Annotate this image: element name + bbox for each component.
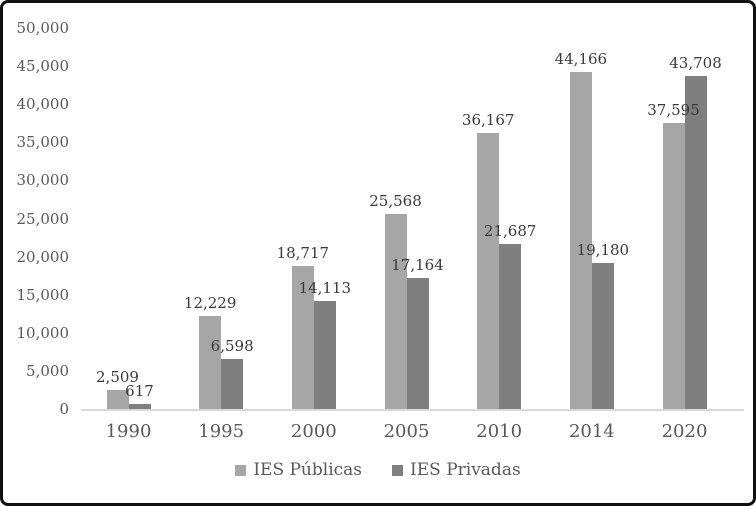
bar-ies-privadas-2000	[313, 301, 336, 409]
bar-chart-plot-area: 0 5,000 10,000 15,000 20,000 25,000 30,000 35,0…	[3, 3, 753, 503]
y-axis-tick-25000: 25,000	[16, 209, 70, 228]
y-axis-tick-15000: 15,000	[16, 285, 70, 304]
bar-label-ies-privadas-2005: 17,164	[391, 256, 444, 275]
x-axis-tick-2014: 2014	[568, 421, 615, 442]
bar-label-ies-p-blicas-2020: 37,595	[647, 100, 700, 119]
x-axis-tick-2020: 2020	[661, 421, 708, 442]
x-axis-tick-2005: 2005	[383, 421, 430, 442]
bar-ies-p-blicas-1990	[106, 389, 129, 409]
y-axis-tick-45000: 45,000	[16, 57, 70, 76]
bar-ies-p-blicas-2010	[477, 133, 500, 409]
legend-label-ies-publicas: IES Públicas	[253, 460, 363, 480]
bar-label-ies-p-blicas-1995: 12,229	[183, 293, 237, 312]
chart-legend: IES Públicas IES Privadas	[3, 460, 753, 480]
y-axis-tick-35000: 35,000	[16, 133, 70, 152]
y-axis-tick-50000: 50,000	[16, 19, 70, 37]
bar-label-ies-p-blicas-1990: 2,509	[96, 367, 139, 386]
x-axis-line	[81, 409, 744, 411]
bar-ies-privadas-2010	[499, 243, 522, 409]
bar-label-ies-privadas-2000: 14,113	[298, 279, 352, 298]
bar-label-ies-p-blicas-2005: 25,568	[369, 192, 422, 211]
bar-ies-p-blicas-2020	[662, 122, 685, 409]
bar-label-ies-privadas-1990: 617	[125, 382, 154, 401]
legend-label-ies-privadas: IES Privadas	[410, 460, 521, 480]
y-axis-tick-40000: 40,000	[16, 95, 70, 114]
bar-label-ies-privadas-2010: 21,687	[483, 221, 537, 240]
bar-label-ies-privadas-2020: 43,708	[669, 53, 722, 72]
x-axis-tick-1990: 1990	[105, 421, 152, 442]
bar-ies-p-blicas-2005	[384, 214, 407, 409]
y-axis-tick-30000: 30,000	[16, 171, 70, 190]
bar-ies-p-blicas-1995	[199, 315, 222, 409]
bar-ies-privadas-1990	[128, 404, 151, 409]
y-axis-tick-10000: 10,000	[16, 323, 70, 342]
y-axis-tick-20000: 20,000	[16, 247, 70, 266]
x-axis-tick-1995: 1995	[198, 421, 245, 442]
legend-item-ies-privadas: IES Privadas	[392, 460, 521, 480]
y-axis-tick-0: 0	[59, 400, 69, 418]
bar-label-ies-p-blicas-2000: 18,717	[276, 244, 330, 263]
bar-ies-privadas-2005	[406, 278, 429, 409]
bar-label-ies-p-blicas-2010: 36,167	[461, 111, 515, 130]
bar-ies-p-blicas-2000	[291, 266, 314, 409]
y-axis-tick-5000: 5,000	[26, 361, 69, 380]
bar-ies-privadas-1995	[221, 358, 244, 409]
bar-label-ies-privadas-2014: 19,180	[576, 240, 630, 259]
bar-label-ies-p-blicas-2014: 44,166	[554, 50, 608, 69]
x-axis-tick-2010: 2010	[476, 421, 523, 442]
bar-ies-privadas-2014	[591, 262, 614, 409]
x-axis-tick-2000: 2000	[290, 421, 337, 442]
bar-label-ies-privadas-1995: 6,598	[210, 336, 254, 355]
bar-ies-p-blicas-2014	[569, 72, 592, 409]
legend-swatch-publicas-icon	[235, 464, 247, 476]
legend-item-ies-publicas: IES Públicas	[235, 460, 362, 480]
bar-ies-privadas-2020	[684, 75, 707, 409]
legend-swatch-privadas-icon	[392, 464, 404, 476]
